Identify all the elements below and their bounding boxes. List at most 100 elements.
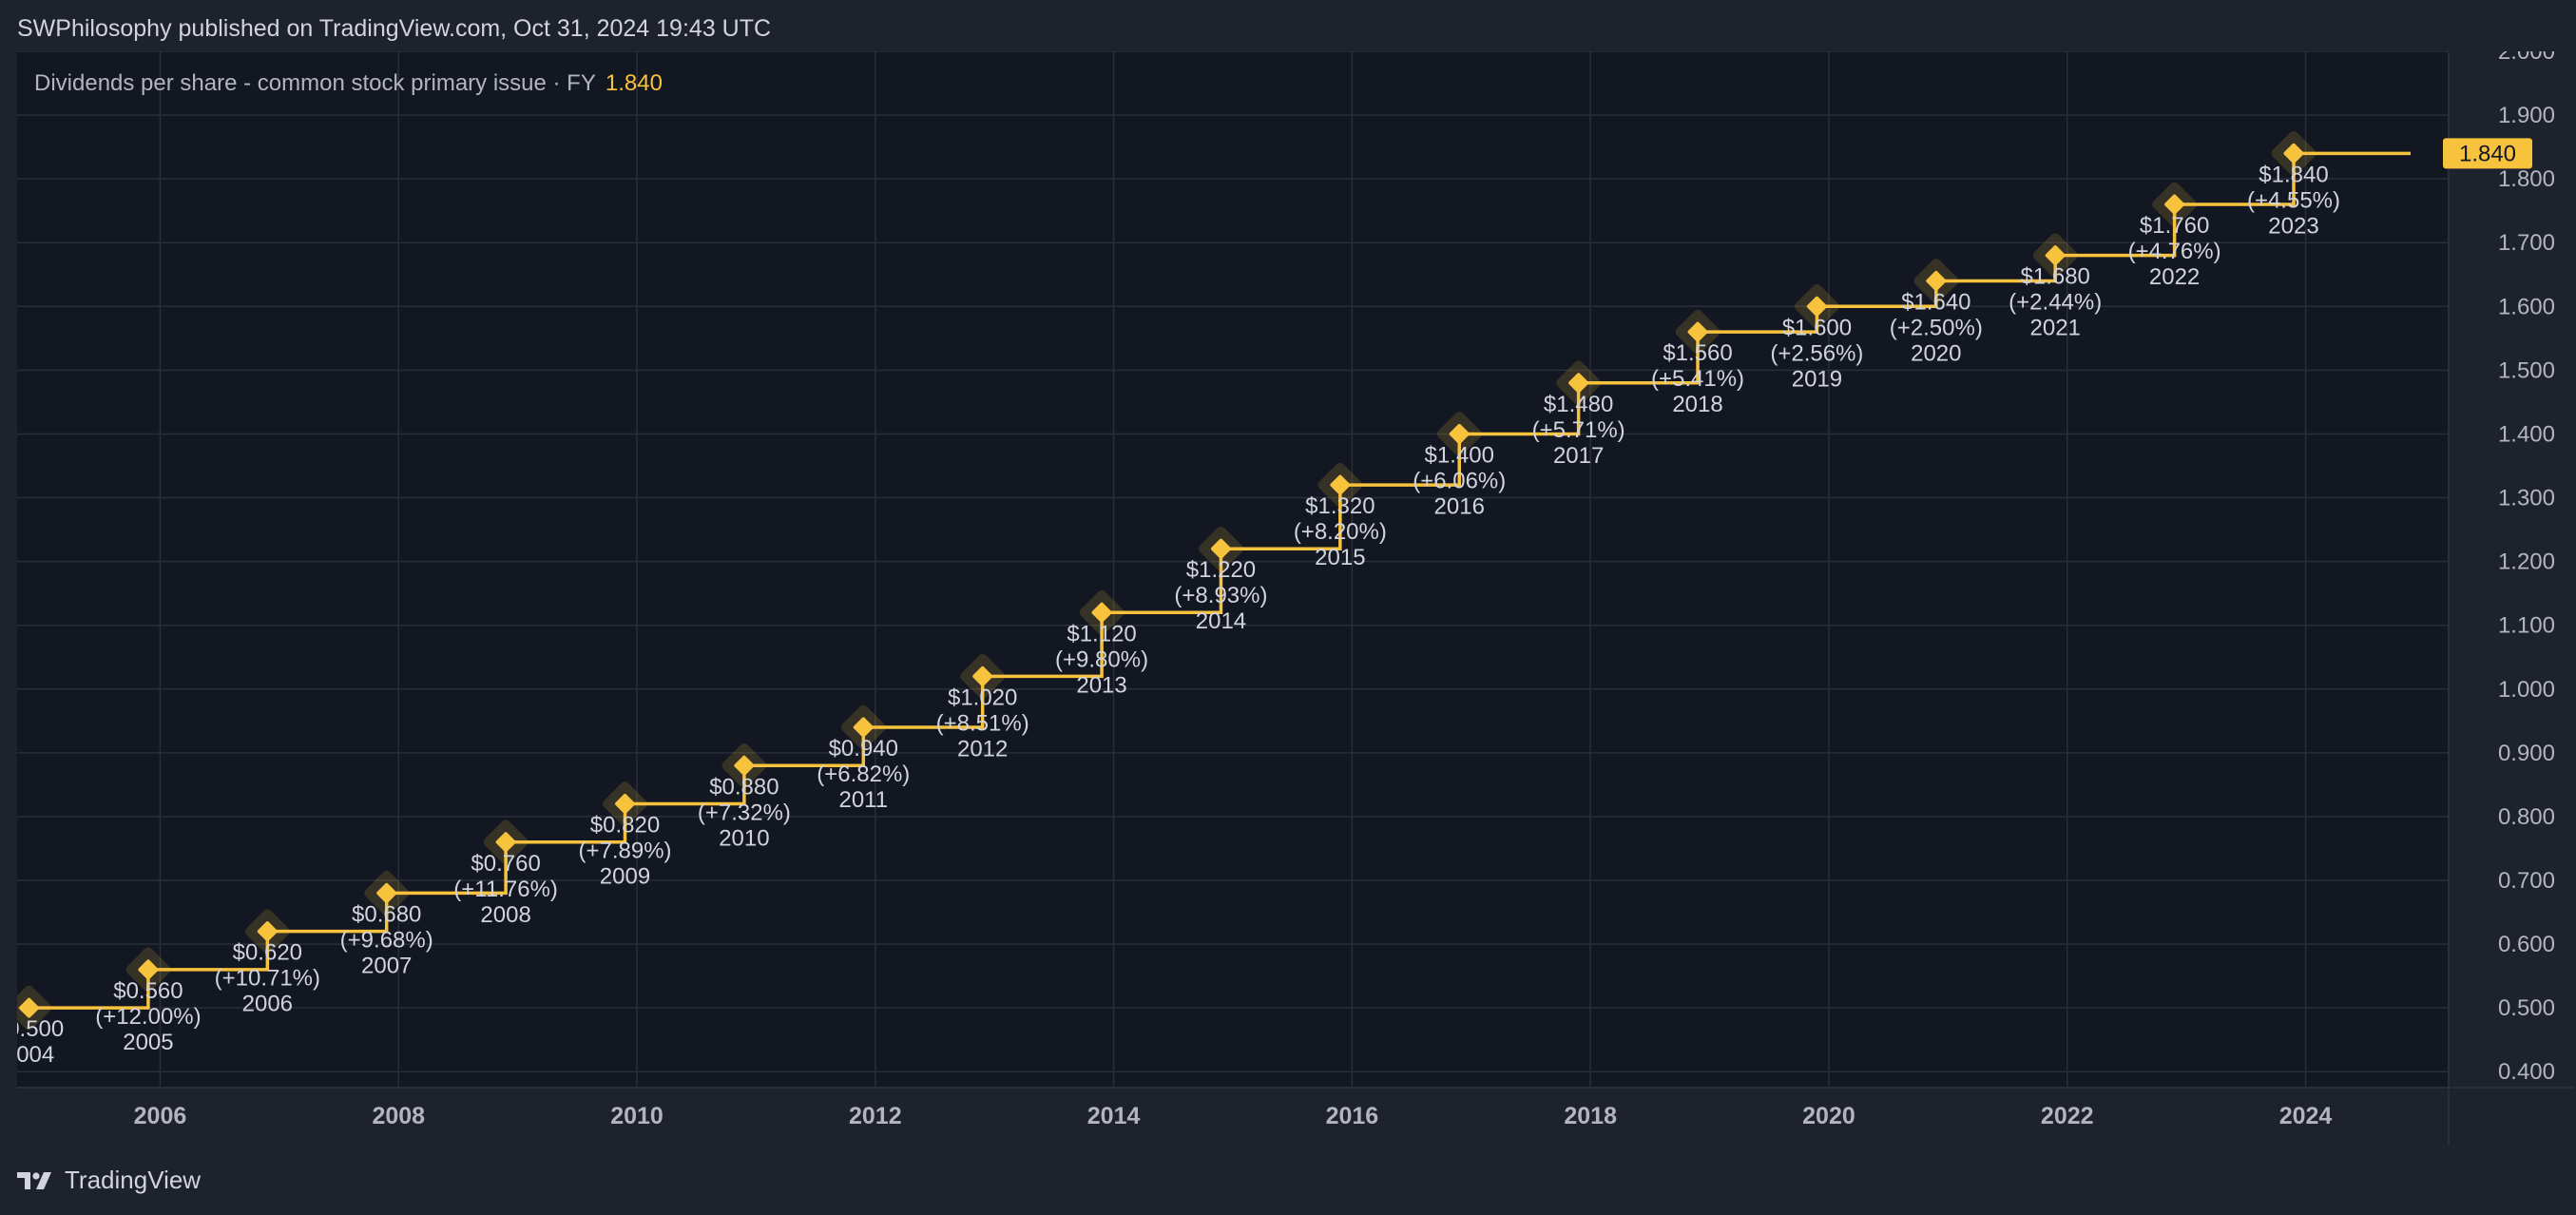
label-value: $1.020 bbox=[948, 685, 1017, 710]
data-point[interactable] bbox=[839, 704, 888, 752]
data-point[interactable] bbox=[2270, 129, 2318, 178]
x-tick-label: 2016 bbox=[1326, 1103, 1379, 1129]
data-point[interactable] bbox=[2031, 231, 2080, 280]
x-tick-label: 2018 bbox=[1564, 1103, 1617, 1129]
label-year: 2005 bbox=[123, 1030, 173, 1055]
label-year: 2013 bbox=[1076, 672, 1126, 698]
label-value: $1.560 bbox=[1663, 340, 1732, 366]
label-year: 2010 bbox=[719, 825, 769, 851]
label-change: (+8.20%) bbox=[1294, 519, 1387, 545]
data-point[interactable] bbox=[1316, 461, 1364, 510]
label-change: (+8.51%) bbox=[936, 710, 1029, 736]
point-label: $1.480(+5.71%)2017 bbox=[1532, 392, 1625, 469]
point-label: $1.320(+8.20%)2015 bbox=[1294, 493, 1387, 570]
label-change: (+5.41%) bbox=[1651, 366, 1744, 392]
y-tick-label: 1.700 bbox=[2498, 230, 2555, 256]
last-value-badge: 1.840 bbox=[2443, 138, 2532, 169]
data-point[interactable] bbox=[2150, 181, 2199, 229]
y-tick-label: 0.800 bbox=[2498, 804, 2555, 830]
label-year: 2006 bbox=[242, 992, 293, 1017]
marker-diamond bbox=[1091, 602, 1112, 623]
marker-diamond bbox=[853, 717, 874, 738]
label-change: (+7.32%) bbox=[698, 800, 791, 825]
label-value: $1.600 bbox=[1782, 315, 1852, 340]
label-change: (+2.44%) bbox=[2009, 290, 2102, 316]
series-step-line bbox=[29, 151, 2411, 1010]
point-label: $1.120(+9.80%)2013 bbox=[1055, 621, 1148, 698]
label-year: 2014 bbox=[1196, 608, 1246, 634]
legend-label: Dividends per share - common stock prima… bbox=[34, 70, 596, 96]
label-change: (+7.89%) bbox=[578, 839, 671, 864]
y-tick-label: 1.000 bbox=[2498, 677, 2555, 703]
data-point[interactable] bbox=[1793, 282, 1841, 331]
point-label: $1.560(+5.41%)2018 bbox=[1651, 340, 1744, 417]
label-year: 2015 bbox=[1315, 545, 1365, 570]
marker-diamond bbox=[1687, 321, 1708, 342]
y-tick-label: 0.400 bbox=[2498, 1059, 2555, 1085]
marker-diamond bbox=[376, 882, 397, 903]
label-change: (+2.50%) bbox=[1890, 315, 1983, 340]
y-tick-label: 1.200 bbox=[2498, 550, 2555, 575]
data-point[interactable] bbox=[17, 984, 53, 1032]
y-tick-label: 0.500 bbox=[2498, 995, 2555, 1021]
data-point[interactable] bbox=[124, 945, 172, 993]
label-year: 2011 bbox=[838, 787, 888, 813]
y-tick-label: 0.700 bbox=[2498, 868, 2555, 894]
data-point[interactable] bbox=[1078, 588, 1126, 637]
label-value: $0.680 bbox=[352, 901, 421, 927]
label-year: 2022 bbox=[2149, 264, 2200, 290]
label-value: $1.220 bbox=[1186, 557, 1256, 583]
label-value: $0.880 bbox=[709, 774, 779, 800]
y-tick-label: 1.600 bbox=[2498, 294, 2555, 319]
label-year: 2009 bbox=[600, 864, 650, 890]
label-value: $1.680 bbox=[2021, 264, 2090, 290]
data-point[interactable] bbox=[482, 818, 530, 866]
point-label: $0.620(+10.71%)2006 bbox=[215, 940, 320, 1017]
label-year: 2012 bbox=[957, 736, 1008, 762]
point-label: $0.940(+6.82%)2011 bbox=[817, 736, 910, 813]
label-change: (+11.76%) bbox=[453, 877, 558, 902]
x-tick-label: 2006 bbox=[134, 1103, 187, 1129]
plot-background bbox=[17, 51, 2449, 1088]
data-point[interactable] bbox=[362, 869, 411, 917]
dividend-chart[interactable]: 0.400 0.500 0.600 0.700 0.800 0.900 1.000 1.100… bbox=[17, 51, 2574, 1145]
x-tick-label: 2010 bbox=[610, 1103, 663, 1129]
point-label: $1.600(+2.56%)2019 bbox=[1770, 315, 1863, 392]
x-tick-label: 2008 bbox=[372, 1103, 425, 1129]
data-point[interactable] bbox=[1197, 525, 1245, 573]
grid-lines bbox=[17, 51, 2449, 1088]
point-label: $1.840(+4.55%)2023 bbox=[2247, 162, 2340, 239]
data-point[interactable] bbox=[243, 907, 292, 955]
label-year: 2004 bbox=[17, 1042, 54, 1068]
chart-area[interactable]: 0.400 0.500 0.600 0.700 0.800 0.900 1.000 1.100… bbox=[17, 51, 2574, 1145]
label-change: (+8.93%) bbox=[1174, 583, 1267, 608]
x-tick-label: 2014 bbox=[1087, 1103, 1141, 1129]
label-change: (+4.76%) bbox=[2128, 239, 2221, 264]
label-value: $0.760 bbox=[471, 851, 540, 877]
data-point[interactable] bbox=[1554, 358, 1603, 407]
data-labels: $0.5002004$0.560(+12.00%)2005$0.620(+10.… bbox=[17, 162, 2340, 1068]
data-point[interactable] bbox=[958, 652, 1007, 701]
data-point[interactable] bbox=[720, 742, 768, 790]
label-year: 2018 bbox=[1672, 392, 1722, 417]
marker-diamond bbox=[1210, 538, 1231, 559]
data-point[interactable] bbox=[1912, 257, 1960, 305]
marker-diamond bbox=[138, 959, 159, 980]
data-point[interactable] bbox=[1435, 410, 1484, 458]
y-tick-label: 0.600 bbox=[2498, 932, 2555, 957]
y-tick-label: 0.900 bbox=[2498, 741, 2555, 766]
tradingview-logo-icon[interactable] bbox=[17, 1170, 55, 1191]
marker-diamond bbox=[2045, 245, 2066, 266]
data-point[interactable] bbox=[1674, 308, 1722, 357]
data-point[interactable] bbox=[601, 780, 649, 828]
label-year: 2023 bbox=[2268, 213, 2318, 239]
footer-brand[interactable]: TradingView bbox=[65, 1166, 202, 1194]
label-change: (+9.80%) bbox=[1055, 646, 1148, 672]
point-label: $0.5002004 bbox=[17, 1016, 64, 1068]
marker-diamond bbox=[734, 755, 755, 776]
x-tick-label: 2024 bbox=[2279, 1103, 2333, 1129]
label-year: 2007 bbox=[361, 953, 412, 978]
label-change: (+6.82%) bbox=[817, 762, 910, 787]
y-tick-label: 1.800 bbox=[2498, 166, 2555, 192]
footer: TradingView bbox=[17, 1166, 201, 1195]
